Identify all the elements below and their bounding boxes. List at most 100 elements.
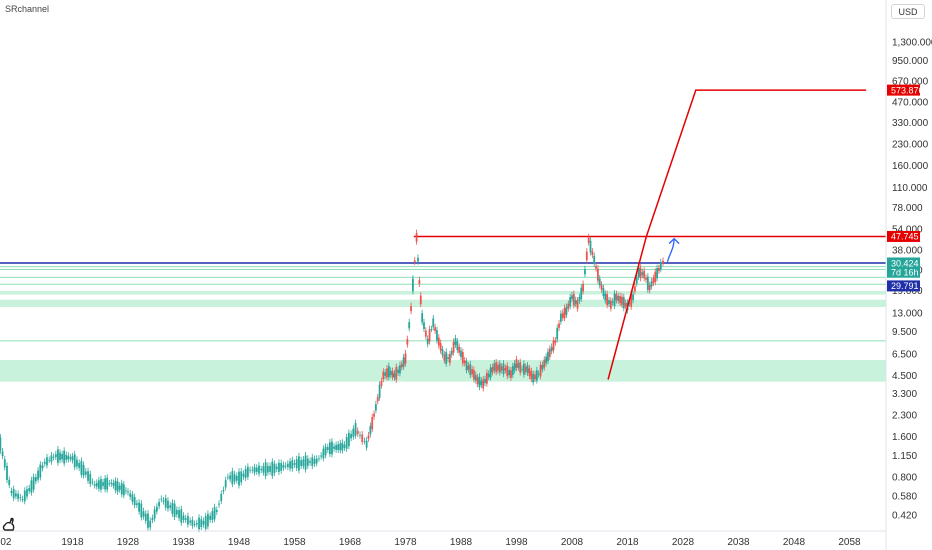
candle-body — [628, 303, 631, 305]
candle-body — [646, 276, 649, 290]
y-tick-label: 160.000 — [892, 161, 929, 172]
candle-body — [615, 294, 618, 301]
candle-body — [313, 458, 316, 464]
candle-body — [408, 322, 411, 329]
candle-body — [80, 460, 83, 475]
candle-body — [173, 503, 176, 517]
y-tick-label: 1.150 — [892, 451, 917, 462]
candle-body — [380, 381, 383, 386]
y-tick-label: 330.000 — [892, 118, 929, 129]
candle-body — [235, 475, 238, 481]
time-axis[interactable]: 1802 1918 1928 1938 1948 1958 1968 1978 1988 1998… — [0, 537, 861, 548]
x-tick-label: 1998 — [505, 537, 528, 548]
candle-body — [445, 351, 448, 364]
candle-body — [591, 251, 594, 256]
x-tick-label: 2058 — [838, 537, 861, 548]
x-tick-label: 1938 — [172, 537, 195, 548]
candle-body — [567, 303, 570, 309]
candle-body — [367, 435, 370, 439]
currency-button[interactable]: USD — [891, 4, 925, 19]
candle-body — [167, 500, 169, 509]
candle-body — [428, 329, 431, 342]
candle-body — [345, 437, 348, 449]
candle-body — [489, 367, 492, 378]
candle-body — [286, 463, 289, 468]
candle-body — [242, 473, 245, 477]
candle-body — [613, 293, 616, 306]
candle-body — [456, 341, 459, 350]
candle-body — [572, 293, 575, 306]
candle-body — [467, 365, 470, 370]
candle-body — [400, 363, 403, 368]
candle-body — [606, 293, 609, 306]
candle-body — [253, 467, 256, 473]
candle-body — [504, 368, 507, 371]
candle-body — [474, 375, 477, 381]
candle-body — [476, 377, 479, 385]
candle-body — [289, 461, 291, 469]
candle-body — [508, 369, 510, 376]
candle-body — [415, 233, 418, 242]
candle-body — [624, 302, 627, 307]
candle-body — [622, 297, 625, 309]
x-tick-label: 1928 — [117, 537, 140, 548]
candle-body — [104, 478, 107, 490]
candle-body — [386, 368, 388, 378]
candle-body — [238, 471, 240, 486]
candle-body — [187, 516, 189, 525]
candle-body — [193, 523, 196, 525]
arrow-head-icon — [668, 237, 680, 245]
candle-body — [539, 364, 542, 377]
candle-body — [347, 432, 350, 447]
price-tag — [887, 84, 920, 96]
candle-body — [158, 501, 160, 507]
candle-body — [565, 306, 568, 315]
x-tick-label: 1958 — [283, 537, 306, 548]
candle-body — [304, 455, 307, 470]
candle-body — [293, 463, 296, 465]
candle-body — [645, 277, 647, 280]
candle-body — [343, 444, 346, 448]
level-lines — [0, 235, 886, 264]
candle-body — [500, 366, 503, 371]
candle-body — [255, 467, 258, 472]
candle-body — [506, 365, 509, 377]
candle-body — [106, 477, 109, 490]
candle-body — [335, 444, 338, 450]
candle-body — [376, 397, 379, 402]
candle-body — [189, 520, 192, 523]
candle-body — [171, 502, 174, 514]
candle-body — [418, 280, 421, 284]
candle-body — [524, 366, 527, 372]
candle-body — [548, 348, 551, 358]
candle-body — [450, 350, 453, 355]
x-tick-label: 2008 — [561, 537, 584, 548]
candle-body — [387, 366, 390, 378]
candle-body — [246, 466, 249, 477]
candle-body — [3, 459, 6, 468]
candle-body — [84, 471, 87, 475]
candle-body — [648, 285, 651, 291]
candle-body — [659, 262, 662, 270]
candle-body — [258, 465, 260, 474]
candle-body — [331, 441, 333, 455]
candle-body — [114, 480, 117, 491]
drawings — [607, 89, 867, 380]
candle-body — [198, 517, 200, 530]
price-axis[interactable]: 1,300.000 950.000 670.000 470.000 330.000 230… — [892, 38, 932, 522]
candle-body — [382, 371, 385, 380]
candle-body — [378, 384, 381, 398]
x-tick-label: 1978 — [394, 537, 417, 548]
price-tag — [887, 230, 920, 242]
candle-body — [110, 482, 113, 484]
candle-body — [324, 446, 327, 456]
candle-body — [41, 465, 44, 469]
candle-body — [0, 437, 2, 451]
candle-body — [69, 457, 72, 459]
candle-body — [495, 362, 498, 373]
candle-body — [326, 447, 329, 450]
candle-body — [443, 354, 446, 361]
candle-body — [584, 269, 586, 275]
